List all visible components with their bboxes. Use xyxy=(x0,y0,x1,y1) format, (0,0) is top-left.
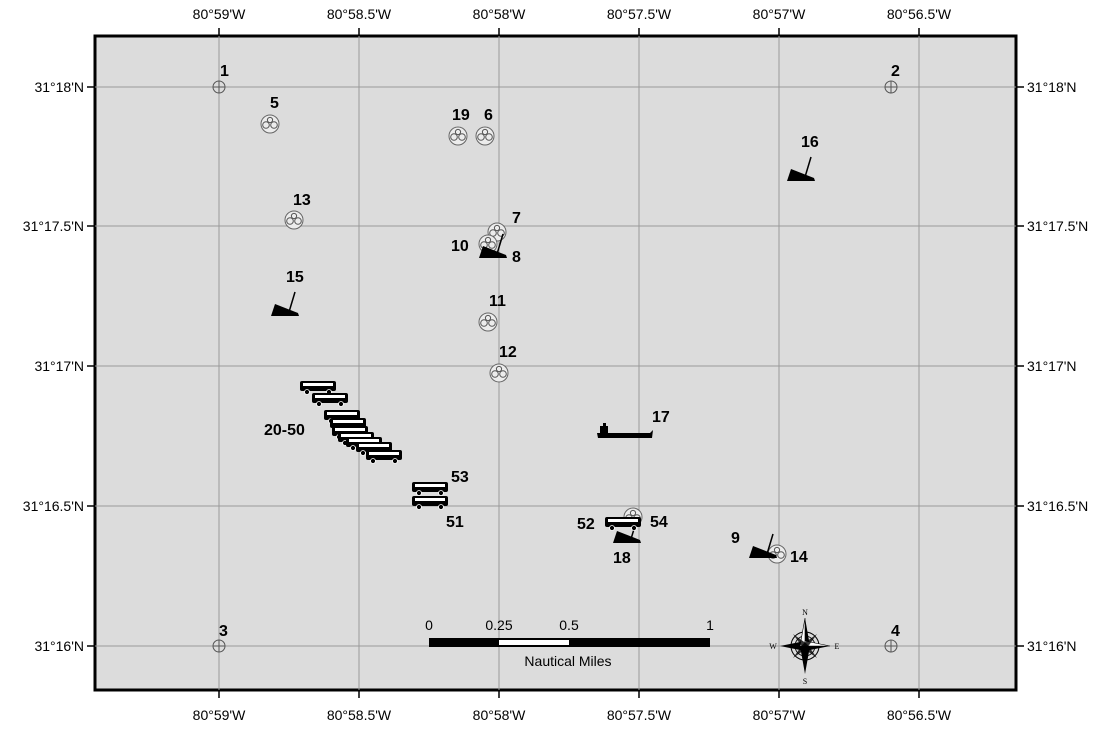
site-label: 17 xyxy=(652,409,670,426)
corner-marker-3 xyxy=(212,639,226,653)
lon-tick-label: 80°56.5'W xyxy=(887,6,952,22)
tires-icon xyxy=(260,114,280,134)
scale-bar-tick: 0 xyxy=(425,617,433,633)
site-label: 11 xyxy=(489,293,506,310)
compass-rose-icon: N S E W xyxy=(769,608,839,686)
site-label: 8 xyxy=(512,249,521,266)
lat-tick-label: 31°17'N xyxy=(34,358,84,374)
tires-icon xyxy=(448,126,468,146)
site-label: 5 xyxy=(270,95,279,112)
lon-tick-label: 80°57'W xyxy=(753,6,806,22)
lat-tick-label: 31°16'N xyxy=(1027,638,1077,654)
lon-tick-label: 80°58.5'W xyxy=(327,6,392,22)
lat-tick-label: 31°18'N xyxy=(34,79,84,95)
lon-tick-label: 80°58'W xyxy=(473,6,526,22)
site-label: 4 xyxy=(891,623,900,640)
lat-tick-label: 31°17'N xyxy=(1027,358,1077,374)
lat-tick-label: 31°16'N xyxy=(34,638,84,654)
site-label: 13 xyxy=(293,192,311,209)
lon-tick-label: 80°58.5'W xyxy=(327,707,392,723)
lat-tick-label: 31°18'N xyxy=(1027,79,1077,95)
site-label: 18 xyxy=(613,550,631,567)
scale-bar: 0 0.25 0.5 1 Nautical Miles xyxy=(425,617,714,669)
lat-tick-label: 31°17.5'N xyxy=(23,218,84,234)
site-label: 16 xyxy=(801,134,819,151)
graticule xyxy=(95,36,1016,690)
site-label: 2 xyxy=(891,63,900,80)
site-label: 52 xyxy=(577,516,595,533)
site-label: 12 xyxy=(499,344,517,361)
site-label: 19 xyxy=(452,107,470,124)
compass-n: N xyxy=(802,608,808,617)
map-frame xyxy=(93,34,1018,692)
lon-tick-label: 80°57.5'W xyxy=(607,707,672,723)
lon-tick-label: 80°58'W xyxy=(473,707,526,723)
site-label: 15 xyxy=(286,269,304,286)
compass-w: W xyxy=(769,642,777,651)
tires-icon xyxy=(284,210,304,230)
site-label: 10 xyxy=(451,238,469,255)
lat-labels-right: 31°18'N 31°17.5'N 31°17'N 31°16.5'N 31°1… xyxy=(1027,79,1088,654)
scale-bar-tick: 0.25 xyxy=(485,617,512,633)
tires-icon xyxy=(478,312,498,332)
corner-marker-2 xyxy=(884,80,898,94)
site-label: 6 xyxy=(484,107,493,124)
corner-marker-4 xyxy=(884,639,898,653)
ship-icon xyxy=(597,423,653,438)
lon-tick-label: 80°57.5'W xyxy=(607,6,672,22)
tires-icon xyxy=(489,363,509,383)
site-label: 9 xyxy=(731,530,740,547)
compass-s: S xyxy=(803,677,807,686)
compass-e: E xyxy=(835,642,840,651)
lon-tick-label: 80°59'W xyxy=(193,707,246,723)
site-label: 7 xyxy=(512,210,521,227)
tires-icon xyxy=(475,126,495,146)
lat-tick-label: 31°17.5'N xyxy=(1027,218,1088,234)
site-label: 1 xyxy=(220,63,229,80)
site-label: 53 xyxy=(451,469,469,486)
corner-marker-1 xyxy=(212,80,226,94)
site-label: 54 xyxy=(650,514,668,531)
site-label: 20-50 xyxy=(264,422,305,439)
lon-tick-label: 80°57'W xyxy=(753,707,806,723)
site-labels: 1 2 3 4 5 6 7 8 9 10 11 12 13 14 15 16 1… xyxy=(219,63,900,640)
lon-tick-label: 80°56.5'W xyxy=(887,707,952,723)
lat-tick-label: 31°16.5'N xyxy=(1027,498,1088,514)
lon-tick-label: 80°59'W xyxy=(193,6,246,22)
scale-bar-tick: 1 xyxy=(706,617,714,633)
lat-labels-left: 31°18'N 31°17.5'N 31°17'N 31°16.5'N 31°1… xyxy=(23,79,84,654)
lon-labels-bottom: 80°59'W 80°58.5'W 80°58'W 80°57.5'W 80°5… xyxy=(193,707,952,723)
site-label: 3 xyxy=(219,623,228,640)
lon-labels-top: 80°59'W 80°58.5'W 80°58'W 80°57.5'W 80°5… xyxy=(193,6,952,22)
scale-bar-unit: Nautical Miles xyxy=(524,653,611,669)
site-label: 51 xyxy=(446,514,464,531)
frame-ticks xyxy=(87,28,1024,698)
scale-bar-tick: 0.5 xyxy=(559,617,579,633)
lat-tick-label: 31°16.5'N xyxy=(23,498,84,514)
site-label: 14 xyxy=(790,549,808,566)
